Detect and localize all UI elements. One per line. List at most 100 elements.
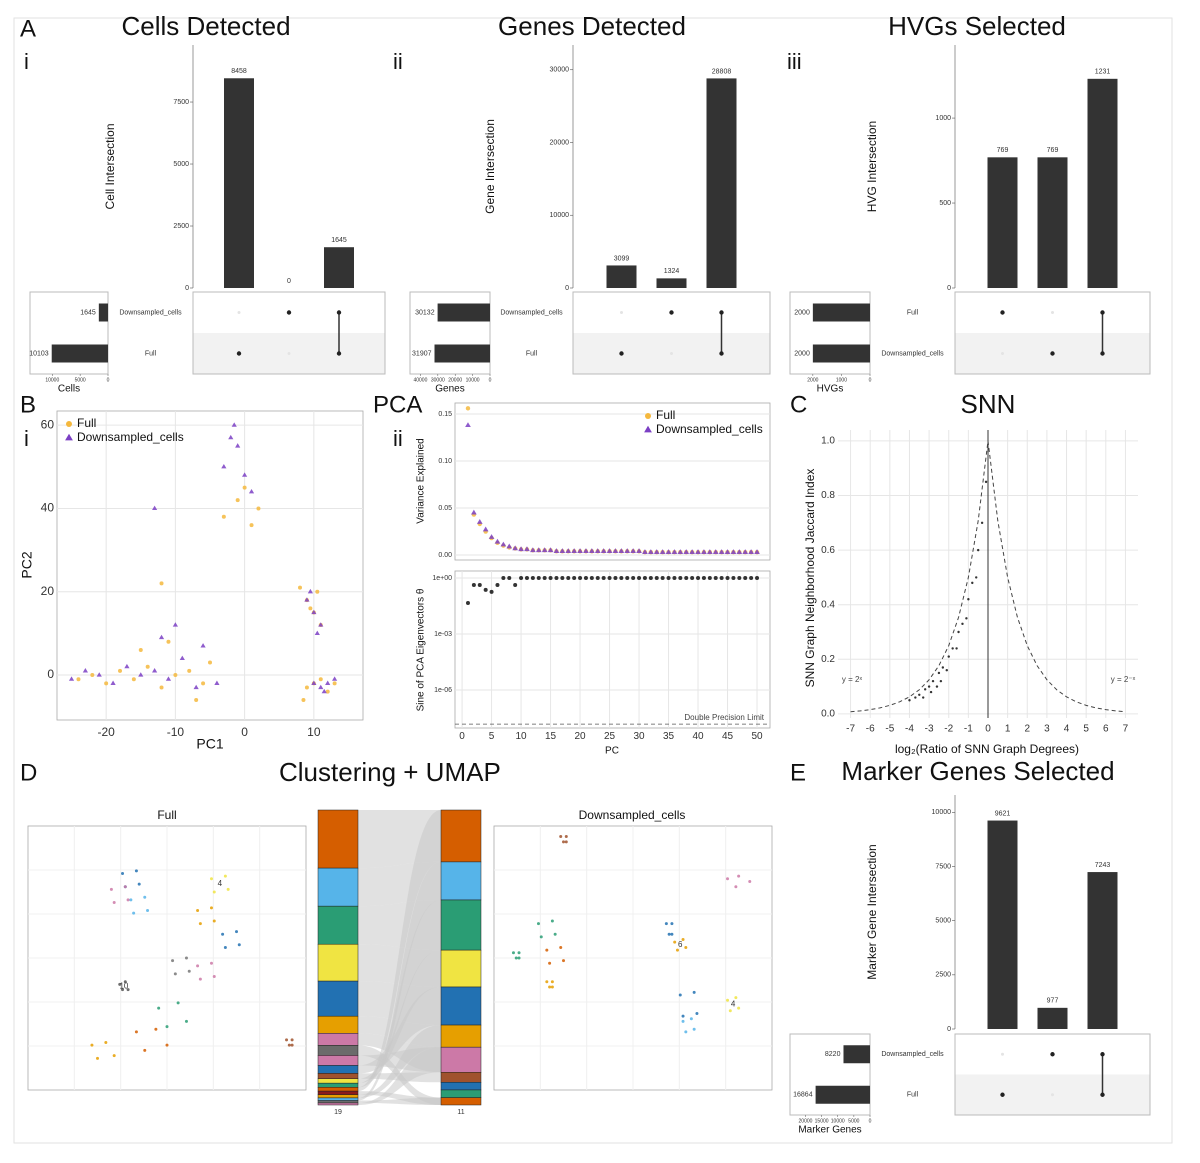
point [748, 549, 754, 554]
matrix-frame [572, 291, 771, 375]
point [311, 680, 317, 685]
point [545, 980, 549, 984]
empty-dot [670, 352, 673, 355]
point [737, 1006, 741, 1010]
point [465, 406, 471, 411]
matrix-frame [954, 1033, 1151, 1116]
set-axis-label: Cells [58, 384, 80, 395]
point [517, 956, 521, 960]
point [90, 1043, 94, 1047]
point [287, 1043, 291, 1047]
member-dot [669, 310, 674, 315]
value-label: 8458 [231, 68, 247, 75]
point [670, 922, 674, 926]
point [564, 835, 568, 839]
set-name: Full [526, 350, 538, 357]
y-tick-label: 10000 [932, 809, 952, 816]
point [545, 948, 549, 952]
point [118, 668, 122, 673]
legend-symbol [645, 413, 651, 419]
point [231, 422, 237, 427]
value-label: 3099 [614, 255, 630, 262]
set-frame [789, 1033, 871, 1116]
y-axis-label: Gene Intersection [483, 119, 497, 214]
point [501, 575, 506, 580]
point [719, 575, 724, 580]
point [290, 1038, 294, 1042]
set-frame [789, 291, 871, 375]
point [589, 575, 594, 580]
stratum [440, 1046, 482, 1073]
point [134, 869, 138, 873]
point [242, 472, 248, 477]
cluster-label: 4 [218, 879, 223, 888]
point [494, 538, 501, 544]
point [571, 548, 578, 554]
point [689, 549, 695, 554]
point [158, 634, 165, 640]
point [482, 526, 489, 532]
point [684, 945, 688, 949]
set-name: Downsampled_cells [119, 309, 182, 316]
point [173, 673, 178, 678]
member-dot [1000, 310, 1005, 315]
set-tick-label: 10000 [831, 1118, 845, 1124]
y-tick-label: 60 [41, 417, 55, 431]
point [90, 673, 95, 678]
point [318, 622, 324, 627]
y-tick-label: 5000 [935, 918, 951, 925]
point [495, 583, 500, 588]
point [298, 585, 302, 590]
matrix-frame [954, 291, 1151, 375]
point [654, 575, 659, 580]
point [619, 575, 624, 580]
point [630, 548, 637, 554]
point [524, 546, 530, 552]
point [200, 643, 206, 648]
point [173, 972, 177, 976]
set-frame [29, 291, 109, 375]
point [513, 583, 518, 588]
set-tick-label: 15000 [815, 1118, 829, 1124]
point [941, 666, 945, 669]
set-axis-label: HVGs [817, 384, 844, 395]
point [235, 498, 240, 503]
bar [1037, 1007, 1068, 1029]
point [193, 684, 199, 690]
x-tick-label: 20 [574, 731, 586, 742]
point [731, 575, 736, 580]
point [653, 549, 660, 554]
stratum [317, 1102, 359, 1106]
point [737, 874, 741, 878]
bar [987, 157, 1018, 288]
x-tick-label: 30 [633, 731, 645, 742]
member-dot [619, 351, 624, 356]
member-dot [1100, 310, 1105, 315]
point [562, 959, 565, 963]
empty-dot [1001, 1052, 1004, 1056]
point [939, 679, 943, 683]
plot-background [454, 570, 771, 729]
set-name: Downsampled_cells [881, 1051, 944, 1058]
point [256, 506, 261, 511]
member-dot [1050, 1052, 1055, 1057]
point [647, 549, 654, 554]
point [672, 575, 677, 580]
point [465, 600, 470, 605]
set-size-label: 2000 [794, 350, 810, 357]
chart-title: Downsampled_cells [579, 808, 686, 822]
set-tick-label: 20000 [799, 1118, 813, 1124]
point [624, 548, 631, 554]
x-tick-label: -2 [944, 724, 953, 735]
point [667, 932, 671, 936]
point [548, 985, 552, 989]
point [176, 1001, 180, 1005]
point [157, 1006, 161, 1010]
empty-dot [1051, 1093, 1054, 1097]
point [536, 575, 541, 580]
member-dot [236, 351, 242, 356]
stratum [440, 1082, 482, 1091]
bar [987, 820, 1018, 1029]
set-size-label: 30132 [415, 309, 435, 316]
